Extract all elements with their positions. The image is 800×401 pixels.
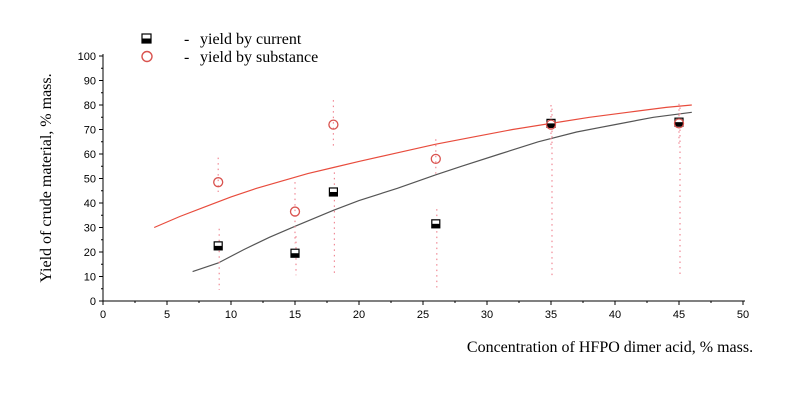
square-fill [291,253,299,258]
legend-label-substance: yield by substance [200,49,318,66]
y-tick-label: 20 [84,247,96,259]
x-tick-label: 45 [673,309,685,321]
x-tick-label: 25 [417,309,429,321]
y-tick-label: 40 [84,198,96,210]
plot-area [153,100,692,290]
square-fill [214,245,223,250]
legend-dash: - [184,31,189,48]
square-fill [547,123,555,128]
data-point-square [431,219,441,229]
axes: 0 5 10 15 20 25 30 35 40 45 50 0 10 20 30 40 50 60 70 80 90 1… [78,51,749,321]
legend-dash: - [184,49,189,66]
data-point-square [213,241,223,251]
y-tick-label: 10 [84,272,96,284]
x-tick-label: 30 [481,309,493,321]
y-tick-label: 30 [84,223,96,235]
data-point-square [290,248,300,258]
y-tick-label: 90 [84,76,96,88]
fit-line [153,104,692,229]
data-point-circle [213,177,224,188]
legend-circle [141,50,153,63]
x-tick-label: 20 [353,309,365,321]
data-point-square [328,187,338,197]
data-point-circle [545,119,557,130]
legend-marker-circle [141,50,153,63]
x-tick-label: 40 [609,309,621,321]
y-tick-label: 80 [84,100,96,112]
x-tick-label: 5 [164,309,170,321]
y-tick-label: 70 [84,125,96,137]
x-tick-label: 10 [225,309,237,321]
fit-line [192,111,692,273]
y-axis-title: Yield of crude material, % mass. [38,73,55,282]
data-point-circle [430,153,441,165]
x-tick-label: 50 [737,309,749,321]
x-tick-label: 35 [545,309,557,321]
square-fill [675,122,683,127]
data-point-circle [289,206,301,217]
y-tick-label: 0 [90,296,96,308]
square-fill [431,223,440,228]
legend-square-fill [142,38,151,43]
y-tick-label: 100 [78,51,96,63]
legend-marker-square [141,33,152,44]
y-tick-label: 60 [84,149,96,161]
square-fill [329,191,338,196]
legend: - yield by current - yield by substance [141,31,318,66]
data-point-circle [673,118,685,129]
y-tick-label: 50 [84,174,96,186]
x-tick-label: 15 [289,309,301,321]
legend-label-current: yield by current [200,31,302,48]
data-point-circle [328,119,339,130]
x-tick-label: 0 [100,309,106,321]
x-axis-title: Concentration of HFPO dimer acid, % mass… [467,339,753,356]
